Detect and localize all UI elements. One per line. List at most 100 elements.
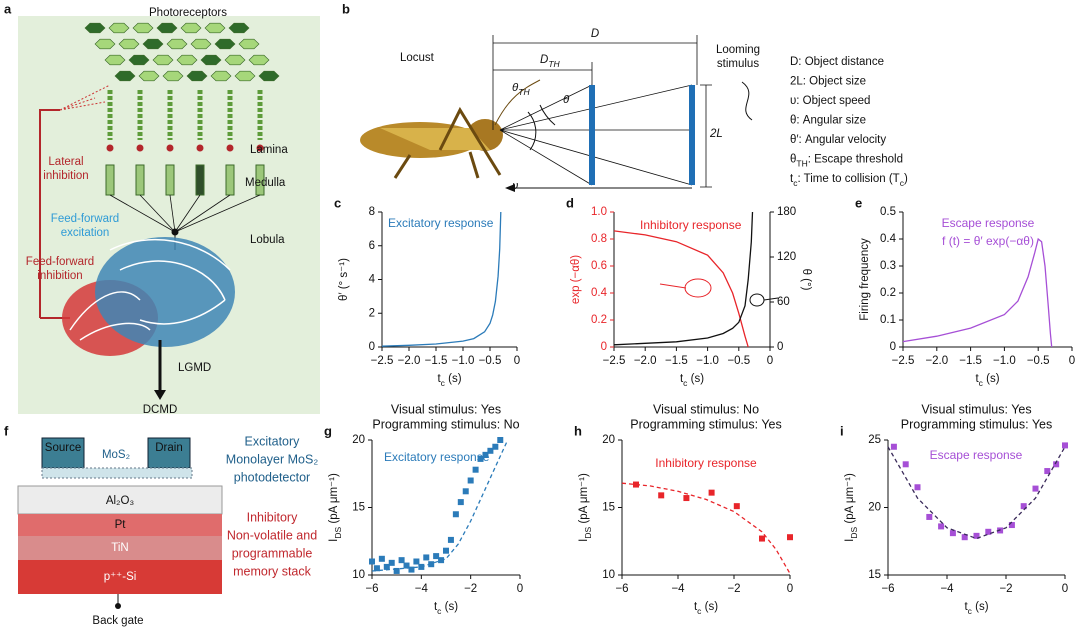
x-tick-label: −1.5 (425, 355, 448, 367)
subscript: TH (518, 87, 530, 97)
marker (467, 477, 474, 484)
text-part: t (437, 373, 441, 385)
x-tick-label: −2.0 (634, 355, 657, 367)
text-part: t (964, 601, 968, 613)
text-part: t (975, 373, 979, 385)
panel-label: d (566, 195, 574, 210)
text-part: (s) (687, 373, 704, 385)
x-tick-label: −0.5 (479, 355, 502, 367)
lamina-node (196, 144, 204, 152)
x-tick-label: −4 (940, 583, 954, 595)
x-tick-label: −6 (881, 583, 894, 595)
text-part: υ: Object speed (790, 95, 870, 107)
definitions: D: Object distance 2L: Object size υ: Obje… (790, 56, 908, 188)
x-tick-label: −2.5 (892, 355, 915, 367)
mos2-layer (41, 467, 193, 479)
marker (447, 536, 454, 543)
subscript: c (900, 178, 905, 188)
marker (1032, 485, 1039, 492)
inhibition-line (39, 109, 60, 300)
x-tick-label: −4 (415, 583, 429, 595)
si-layer (18, 560, 222, 594)
y-tick-label: 0.4 (591, 287, 608, 299)
y-axis-label: exp (−αθ) (570, 255, 582, 304)
y-tick-label: 10 (352, 569, 365, 581)
label: p⁺⁺-Si (104, 571, 137, 583)
chart-title: Visual stimulus: Yes (921, 402, 1031, 416)
panel-label: f (4, 423, 9, 438)
marker (1020, 503, 1027, 510)
locust-wing (380, 128, 490, 150)
medulla-column (225, 164, 235, 196)
y2-tick-label: 180 (777, 206, 796, 218)
y-tick-label: 0.2 (880, 287, 896, 299)
chart-title: Programming stimulus: Yes (630, 417, 781, 431)
projection (139, 194, 176, 233)
y-tick-label: 6 (369, 240, 375, 252)
definition: θTH: Escape threshold (790, 154, 903, 169)
photoreceptor (142, 38, 164, 50)
projection (174, 194, 201, 233)
y-tick-label: 20 (352, 434, 365, 446)
marker (452, 511, 459, 518)
marker (938, 523, 945, 530)
y2-tick-label: 60 (777, 296, 790, 308)
y-tick-label: 1.0 (591, 206, 607, 218)
label: θ (563, 94, 570, 106)
x-tick-label: −2 (999, 583, 1012, 595)
photoreceptor (138, 70, 160, 82)
x-tick-label: −1.5 (959, 355, 982, 367)
subscript: c (697, 606, 702, 616)
y-axis-label: Firing frequency (859, 238, 871, 321)
photoreceptor (190, 38, 212, 50)
y-tick-label: 0.8 (591, 233, 607, 245)
text-part: (pA μm⁻¹) (578, 473, 590, 527)
axis (613, 212, 771, 348)
label: Photoreceptors (149, 7, 227, 19)
gate-contact (115, 603, 121, 609)
fit-line (621, 482, 791, 574)
line (613, 211, 754, 346)
photoreceptor (214, 38, 236, 50)
label: inhibition (37, 270, 82, 282)
panel-a-background (18, 16, 320, 414)
chart-title: Visual stimulus: No (653, 402, 759, 416)
x-tick-label: −2 (464, 583, 477, 595)
marker (961, 534, 968, 541)
label: Feed-forward (51, 213, 119, 225)
y-tick-label: 15 (352, 502, 365, 514)
marker (733, 503, 740, 510)
text-part: D (540, 54, 548, 66)
marker (413, 558, 420, 565)
marker (443, 547, 449, 554)
label: DTH (540, 54, 561, 69)
medulla-column (165, 164, 175, 196)
text-part: (s) (983, 373, 1000, 385)
x-tick-label: 0 (517, 583, 523, 595)
definition: θ′: Angular velocity (790, 134, 886, 146)
y-tick-label: 0 (890, 341, 896, 353)
marker (949, 530, 956, 537)
marker (472, 466, 479, 473)
line (902, 237, 1053, 348)
label: Monolayer MoS₂ (226, 452, 319, 466)
photoreceptor (132, 22, 154, 34)
label: DCMD (143, 404, 178, 416)
lgmd-neuron (95, 237, 235, 347)
label: inhibition (43, 170, 88, 182)
annotation: Excitatory response (384, 450, 490, 464)
marker (1062, 442, 1068, 449)
annotation: Inhibitory response (640, 218, 742, 232)
marker (708, 489, 715, 496)
text-part: (pA μm⁻¹) (844, 473, 856, 527)
lamina-node (226, 144, 234, 152)
marker (497, 437, 504, 443)
marker (1044, 468, 1051, 475)
panel-label: g (324, 423, 332, 438)
y-tick-label: 0 (369, 341, 375, 353)
y-tick-label: 4 (369, 274, 376, 286)
x-axis-label: tc (s) (437, 373, 461, 388)
photoreceptor (108, 22, 130, 34)
definition: υ: Object speed (790, 95, 870, 107)
y-tick-label: 0.3 (880, 260, 896, 272)
